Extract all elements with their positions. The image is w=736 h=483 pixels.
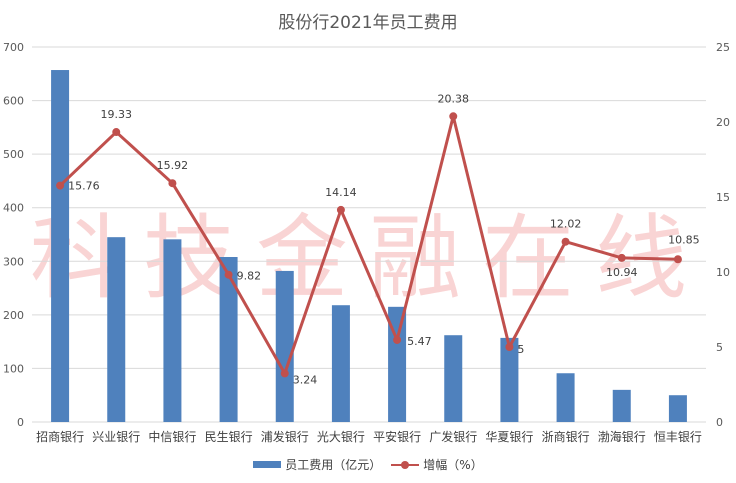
- left-tick-label: 0: [17, 416, 24, 429]
- category-label: 广发银行: [429, 429, 477, 444]
- bar: [668, 395, 687, 422]
- line-marker: [617, 253, 626, 262]
- right-tick-label: 5: [716, 341, 723, 354]
- bar: [444, 335, 463, 422]
- line-marker: [505, 343, 514, 351]
- data-label: 15.76: [68, 180, 100, 193]
- watermark-char: 金: [256, 205, 348, 312]
- category-label: 民生银行: [205, 430, 253, 444]
- legend-item-bar: 员工费用（亿元）: [253, 456, 381, 473]
- legend: 员工费用（亿元） 增幅（%）: [0, 456, 736, 473]
- bar: [331, 305, 350, 422]
- bar: [51, 70, 70, 423]
- category-label: 浦发银行: [261, 429, 309, 444]
- category-label: 恒丰银行: [654, 430, 702, 444]
- line-marker: [449, 112, 458, 121]
- watermark-char: 科: [30, 205, 122, 312]
- line-marker: [561, 237, 570, 246]
- data-label: 12.02: [550, 218, 582, 231]
- data-label: 10.85: [668, 233, 700, 246]
- left-y-axis: 0 100 200 300 400 500 600 700: [3, 41, 24, 429]
- line-marker: [336, 205, 345, 214]
- left-tick-label: 200: [3, 309, 24, 322]
- line-marker: [224, 270, 233, 279]
- data-label: 14.14: [325, 186, 357, 199]
- bar: [219, 257, 238, 422]
- left-tick-label: 400: [3, 202, 24, 215]
- right-tick-label: 10: [716, 266, 730, 279]
- growth-line: [59, 114, 678, 375]
- legend-bar-label: 员工费用（亿元）: [285, 458, 382, 472]
- line-marker: [673, 255, 682, 264]
- bar: [275, 270, 294, 422]
- bar-swatch-icon: [253, 461, 282, 468]
- right-tick-label: 25: [716, 41, 730, 54]
- category-label: 光大银行: [317, 430, 365, 444]
- bar: [500, 337, 519, 422]
- line-marker: [168, 179, 177, 188]
- category-label: 渤海银行: [598, 429, 646, 444]
- line-marker: [393, 335, 402, 344]
- category-label: 中信银行: [148, 429, 196, 444]
- line-marker: [280, 369, 289, 378]
- data-label: 19.33: [101, 108, 133, 121]
- category-label: 平安银行: [373, 429, 421, 444]
- bar: [388, 306, 407, 422]
- left-tick-label: 300: [3, 255, 24, 268]
- legend-line-label: 增幅（%）: [423, 458, 483, 472]
- left-tick-label: 500: [3, 148, 24, 161]
- data-label: 3.24: [293, 373, 318, 386]
- category-label: 浙商银行: [542, 429, 590, 444]
- left-tick-label: 100: [3, 362, 24, 375]
- data-label: 10.94: [606, 266, 638, 279]
- data-label: 5: [517, 343, 524, 356]
- category-label: 招商银行: [36, 429, 84, 444]
- bar: [163, 239, 182, 422]
- data-label: 15.92: [157, 159, 189, 172]
- x-axis-categories: 招商银行 兴业银行 中信银行 民生银行 浦发银行 光大银行 平安银行 广发银行 华夏银行 浙商银行…: [36, 429, 702, 444]
- right-tick-label: 15: [716, 191, 730, 204]
- gridlines: [32, 46, 706, 423]
- left-tick-label: 700: [3, 41, 24, 54]
- line-series: 15.76 19.33 15.92 9.82 3.24 14.14 5.47 20.38 5 12…: [56, 92, 700, 386]
- line-marker: [112, 128, 121, 137]
- line-marker-swatch-icon: [391, 460, 420, 470]
- legend-item-line: 增幅（%）: [391, 456, 483, 473]
- watermark: 科技金融在线: [30, 205, 687, 312]
- bar: [556, 373, 575, 422]
- data-label: 9.82: [237, 270, 261, 283]
- right-tick-label: 0: [716, 416, 723, 429]
- chart-title: 股份行2021年员工费用: [278, 13, 458, 33]
- category-label: 兴业银行: [92, 430, 140, 444]
- watermark-char: 融: [369, 205, 461, 312]
- right-y-axis: 0 5 10 15 20 25: [716, 41, 730, 429]
- bar-series: [51, 70, 687, 423]
- bar: [612, 389, 631, 422]
- data-label: 20.38: [438, 92, 470, 105]
- line-marker: [56, 181, 65, 190]
- category-label: 华夏银行: [485, 430, 533, 444]
- data-label: 5.47: [407, 335, 432, 348]
- left-tick-label: 600: [3, 95, 24, 108]
- bar: [107, 237, 126, 422]
- right-tick-label: 20: [716, 116, 730, 129]
